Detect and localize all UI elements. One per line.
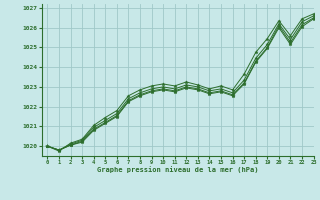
X-axis label: Graphe pression niveau de la mer (hPa): Graphe pression niveau de la mer (hPa): [97, 167, 258, 173]
